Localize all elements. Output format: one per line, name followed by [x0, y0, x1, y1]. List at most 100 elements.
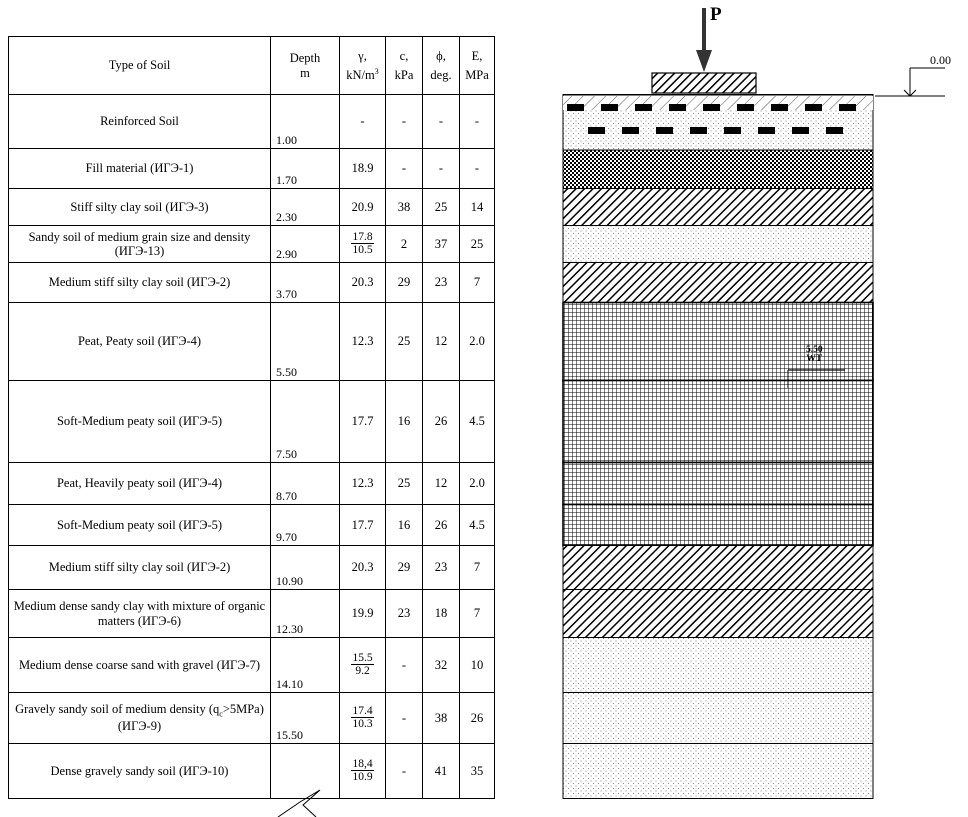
- cohesion: 25: [385, 302, 423, 381]
- soil-layer-column: [562, 225, 874, 263]
- header-e-label: E,: [471, 49, 483, 64]
- layer-depth: 5.50: [270, 302, 340, 381]
- header-c-unit: kPa: [394, 67, 414, 82]
- table-row: Dense gravely sandy soil (ИГЭ-10) 18,4 10…: [8, 743, 495, 799]
- soil-layer-column: [562, 545, 874, 590]
- cohesion: -: [385, 743, 423, 799]
- unit-weight: 15.5 9.2: [339, 637, 386, 693]
- soil-layer-column: [562, 148, 874, 189]
- cohesion: 16: [385, 504, 423, 546]
- geogrid-strip: [690, 127, 707, 134]
- water-table-depth: 5.50: [806, 345, 823, 355]
- table-row: Soft-Medium peaty soil (ИГЭ-5) 9.70 17.7…: [8, 504, 495, 546]
- soil-name: Peat, Peaty soil (ИГЭ-4): [8, 302, 271, 381]
- geogrid-reinforcement-strips: [567, 104, 856, 134]
- soil-name: Gravely sandy soil of medium density (qc…: [8, 692, 271, 744]
- friction-angle: 23: [422, 545, 460, 590]
- elastic-modulus: 10: [459, 637, 495, 693]
- geogrid-strip: [805, 104, 822, 111]
- unit-weight: 17.8 10.5: [339, 225, 386, 263]
- header-gamma-unit: kN/m: [346, 68, 375, 83]
- elastic-modulus: 2.0: [459, 302, 495, 381]
- geogrid-strip: [669, 104, 686, 111]
- layer-depth: [270, 743, 340, 799]
- soil-layer-column: [562, 637, 874, 693]
- geogrid-strip: [737, 104, 754, 111]
- soil-name-part-b: >5MPa) (ИГЭ-9): [117, 702, 264, 734]
- unit-weight: 18.9: [339, 148, 386, 189]
- friction-angle: 38: [422, 692, 460, 744]
- header-c: c, kPa: [385, 36, 423, 95]
- table-row: Peat, Heavily peaty soil (ИГЭ-4) 8.70 12…: [8, 462, 495, 505]
- geogrid-strip: [703, 104, 720, 111]
- layer-depth: 10.90: [270, 545, 340, 590]
- header-depth-label: Depth: [289, 51, 321, 66]
- soil-name: Soft-Medium peaty soil (ИГЭ-5): [8, 380, 271, 463]
- cohesion: 25: [385, 462, 423, 505]
- unit-weight: 17.7: [339, 380, 386, 463]
- soil-layer-column: [562, 503, 874, 547]
- footing: [651, 72, 757, 94]
- header-gamma-label: γ,: [358, 48, 367, 63]
- table-row: Gravely sandy soil of medium density (qc…: [8, 692, 495, 744]
- soil-name: Medium stiff silty clay soil (ИГЭ-2): [8, 545, 271, 590]
- layer-depth: 2.30: [270, 188, 340, 226]
- table-row: Medium dense coarse sand with gravel (ИГ…: [8, 637, 495, 693]
- geogrid-strip: [588, 127, 605, 134]
- friction-angle: 12: [422, 462, 460, 505]
- ground-level-marker-icon: [875, 67, 945, 97]
- ground-elevation-label: 0.00: [930, 53, 951, 67]
- table-row: Medium stiff silty clay soil (ИГЭ-2) 3.7…: [8, 262, 495, 303]
- table-row: Fill material (ИГЭ-1) 1.70 18.9 - - -: [8, 148, 495, 189]
- table-row: Medium dense sandy clay with mixture of …: [8, 589, 495, 638]
- water-table-label: 5.50 WT: [806, 345, 823, 365]
- soil-name: Stiff silty clay soil (ИГЭ-3): [8, 188, 271, 226]
- geogrid-strip: [826, 127, 843, 134]
- load-label: P: [710, 4, 722, 25]
- cohesion: 29: [385, 262, 423, 303]
- cohesion: -: [385, 637, 423, 693]
- soil-layer-column: [562, 301, 874, 382]
- soil-layer-column: [562, 262, 874, 303]
- table-row: Soft-Medium peaty soil (ИГЭ-5) 7.50 17.7…: [8, 380, 495, 463]
- cohesion: -: [385, 94, 423, 149]
- header-type-of-soil: Type of Soil: [8, 36, 271, 95]
- unit-weight-natural: 17.8: [351, 231, 374, 245]
- geogrid-strip: [635, 104, 652, 111]
- geogrid-strip: [792, 127, 809, 134]
- geogrid-strip: [601, 104, 618, 111]
- elastic-modulus: 7: [459, 545, 495, 590]
- soil-layer-column: [562, 379, 874, 464]
- elastic-modulus: 4.5: [459, 504, 495, 546]
- layer-depth: 9.70: [270, 504, 340, 546]
- unit-weight: 18,4 10.9: [339, 743, 386, 799]
- header-gamma-unit-exp: 3: [374, 66, 379, 76]
- geogrid-strip: [567, 104, 584, 111]
- elastic-modulus: 35: [459, 743, 495, 799]
- layer-depth: 8.70: [270, 462, 340, 505]
- water-table-abbrev: WT: [806, 354, 823, 365]
- water-table-marker-icon: [787, 369, 845, 388]
- elastic-modulus: 25: [459, 225, 495, 263]
- geogrid-strip: [771, 104, 788, 111]
- soil-name: Medium dense coarse sand with gravel (ИГ…: [8, 637, 271, 693]
- cohesion: 16: [385, 380, 423, 463]
- friction-angle: 37: [422, 225, 460, 263]
- soil-properties-table: Type of Soil Depth m γ, kN/m3 c, kPa ϕ, …: [8, 36, 495, 799]
- layer-depth: 12.30: [270, 589, 340, 638]
- unit-weight-submerged: 10.3: [352, 718, 373, 731]
- friction-angle: 32: [422, 637, 460, 693]
- unit-weight: 12.3: [339, 462, 386, 505]
- geogrid-strip: [724, 127, 741, 134]
- friction-angle: 18: [422, 589, 460, 638]
- soil-name-subscript: c: [219, 709, 223, 719]
- layer-depth: 7.50: [270, 380, 340, 463]
- load-arrow-icon: [696, 8, 712, 72]
- unit-weight-natural: 15.5: [351, 652, 374, 666]
- cohesion: 2: [385, 225, 423, 263]
- header-phi-unit: deg.: [430, 67, 452, 82]
- table-header-row: Type of Soil Depth m γ, kN/m3 c, kPa ϕ, …: [8, 36, 495, 95]
- table-row: Sandy soil of medium grain size and dens…: [8, 225, 495, 263]
- header-depth: Depth m: [270, 36, 340, 95]
